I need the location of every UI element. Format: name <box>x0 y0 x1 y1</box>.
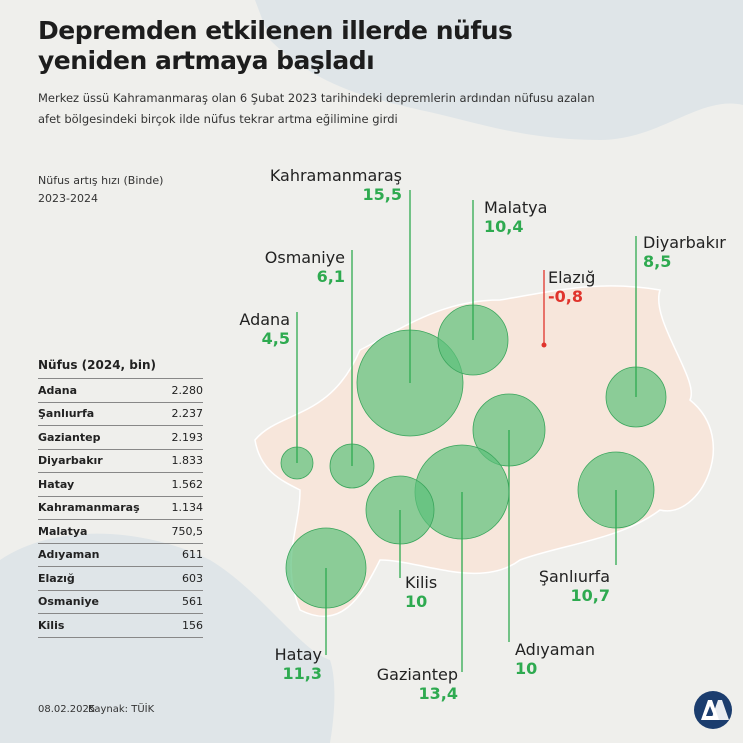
row-name: Gaziantep <box>38 430 101 444</box>
row-name: Osmaniye <box>38 595 100 609</box>
growth-value: 4,5 <box>261 329 290 348</box>
row-name: Kilis <box>38 618 65 632</box>
growth-value: 10,4 <box>484 217 524 236</box>
province-name: Osmaniye <box>264 248 345 267</box>
mediterranean-sea <box>0 533 335 743</box>
row-name: Adıyaman <box>38 548 100 562</box>
page-title: Depremden etkilenen illerde nüfus yeniden… <box>38 16 513 75</box>
aa-logo <box>694 691 732 729</box>
row-name: Elazığ <box>38 571 75 585</box>
province-name: Şanlıurfa <box>538 567 610 586</box>
province-label: Malatya 10,4 <box>484 198 547 236</box>
province-label: Hatay 11,3 <box>275 645 322 683</box>
row-name: Şanlıurfa <box>38 407 95 421</box>
table-row: Kilis 156 <box>38 614 203 638</box>
growth-value: 11,3 <box>282 664 322 683</box>
row-name: Malatya <box>38 524 88 538</box>
table-header: Nüfus (2024, bin) <box>38 358 203 379</box>
row-name: Adana <box>38 383 78 397</box>
table-row: Diyarbakır 1.833 <box>38 450 204 473</box>
row-value: 1.833 <box>171 454 204 468</box>
table-row: Malatya 750,5 <box>38 520 203 544</box>
province-label: Kahramanmaraş 15,5 <box>270 166 402 204</box>
province-label: Kilis 10 <box>405 573 437 611</box>
province-label: Diyarbakır 8,5 <box>643 233 726 271</box>
province-name: Hatay <box>274 645 322 664</box>
row-name: Hatay <box>38 477 75 491</box>
province-label: Gaziantep 13,4 <box>377 665 458 703</box>
growth-value: 15,5 <box>362 185 402 204</box>
table-row: Şanlıurfa 2.237 <box>38 403 204 426</box>
black-sea <box>255 0 743 140</box>
province-name: Diyarbakır <box>643 233 726 252</box>
province-name: Kahramanmaraş <box>269 166 402 185</box>
row-name: Diyarbakır <box>38 454 103 468</box>
province-label: Elazığ -0,8 <box>548 268 595 306</box>
table-row: Adana 2.280 <box>38 379 203 403</box>
province-name: Malatya <box>484 198 548 217</box>
province-name: Kilis <box>405 573 438 592</box>
row-value: 561 <box>182 595 203 609</box>
table-row: Elazığ 603 <box>38 567 203 591</box>
source: Kaynak: TÜİK <box>88 704 155 715</box>
province-label: Adana 4,5 <box>239 310 290 348</box>
row-value: 2.193 <box>171 430 204 444</box>
growth-value: 6,1 <box>316 267 345 286</box>
table-row: Hatay 1.562 <box>38 473 203 497</box>
province-name: Adıyaman <box>515 640 596 659</box>
row-value: 2.280 <box>171 383 204 397</box>
province-label: Adıyaman 10 <box>515 640 595 678</box>
growth-value: 10,7 <box>570 586 610 605</box>
row-value: 2.237 <box>171 407 204 421</box>
date: 08.02.2025 <box>38 704 96 715</box>
row-value: 156 <box>182 618 203 632</box>
row-value: 1.562 <box>171 477 204 491</box>
province-label: Osmaniye 6,1 <box>265 248 345 286</box>
subtitle: Merkez üssü Kahramanmaraş olan 6 Şubat 2… <box>38 91 595 126</box>
growth-value: 13,4 <box>418 684 458 703</box>
table-row: Adıyaman 611 <box>38 544 203 567</box>
growth-value: 8,5 <box>643 252 672 271</box>
table-row: Gaziantep 2.193 <box>38 426 203 450</box>
legend-title: Nüfus artış hızı (Binde) 2023-2024 <box>38 174 164 205</box>
row-value: 1.134 <box>171 501 204 515</box>
province-name: Gaziantep <box>376 665 458 684</box>
row-value: 603 <box>182 571 203 585</box>
growth-value: 10 <box>515 659 538 678</box>
province-label: Şanlıurfa 10,7 <box>539 567 610 605</box>
row-value: 611 <box>182 548 203 562</box>
province-name: Elazığ <box>548 268 596 287</box>
table-row: Kahramanmaraş 1.134 <box>38 497 204 520</box>
row-value: 750,5 <box>171 524 204 538</box>
province-name: Adana <box>239 310 290 329</box>
growth-value: 10 <box>405 592 428 611</box>
table-row: Osmaniye 561 <box>38 591 203 614</box>
row-name: Kahramanmaraş <box>38 501 140 515</box>
population-table: Nüfus (2024, bin) Adana 2.280 Şanlıurfa 2.2… <box>38 358 203 638</box>
growth-value: -0,8 <box>548 287 583 306</box>
